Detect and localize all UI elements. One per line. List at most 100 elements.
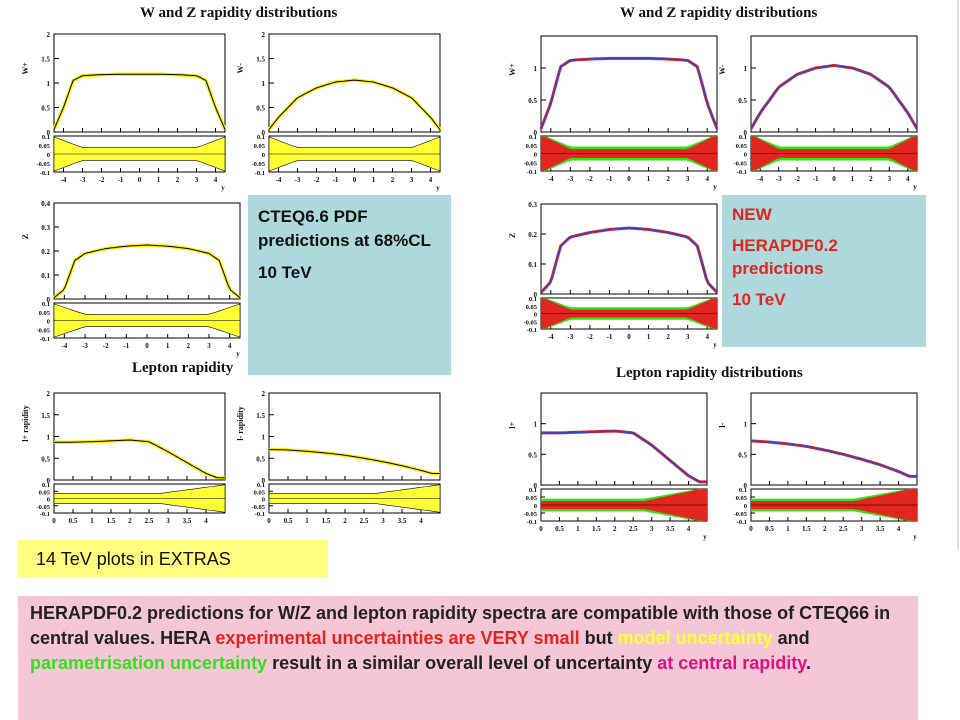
x-tick-label: 0.5	[765, 525, 774, 533]
y-tick-label: 1	[534, 65, 538, 73]
y-tick-label: 0.5	[738, 451, 747, 459]
x-axis-label: y	[913, 183, 917, 191]
central-curve-band	[268, 447, 440, 476]
cteq-lplus-chart: 00.511.520.10.050-0.05-0.10 0.5 1 1.5 2 2.5 3 3…	[21, 390, 226, 525]
x-tick-label: -2	[587, 175, 593, 183]
x-tick-label: 2.5	[629, 525, 638, 533]
hera-info-box: NEW HERAPDF0.2 predictions 10 TeV	[722, 195, 926, 347]
x-tick-label: 4	[897, 525, 901, 533]
x-tick-label: 2	[343, 517, 347, 525]
central-curve-band	[52, 243, 242, 300]
y-tick-label: 0.5	[528, 451, 537, 459]
y-tick-label: 1	[47, 80, 51, 88]
right-wz-title: W and Z rapidity distributions	[620, 5, 818, 21]
ratio-tick-label: 0	[47, 497, 50, 504]
main-frame	[750, 392, 918, 486]
x-tick-label: 3.5	[183, 517, 192, 525]
y-axis-label: l-	[718, 422, 727, 427]
y-tick-label: 0.1	[41, 272, 50, 280]
x-tick-label: -3	[776, 175, 782, 183]
x-tick-label: 1	[786, 525, 790, 533]
y-tick-label: 0.4	[41, 200, 50, 208]
x-tick-label: 4	[429, 176, 433, 184]
x-axis-label: y	[713, 341, 717, 349]
ratio-tick-label: -0.1	[527, 327, 537, 334]
ratio-tick-label: 0	[744, 503, 747, 510]
ratio-tick-label: 0.1	[42, 134, 50, 141]
ratio-tick-label: -0.05	[733, 511, 747, 518]
ratio-tick-label: 0.1	[529, 296, 537, 303]
y-tick-label: 2	[262, 31, 266, 39]
x-tick-label: 3	[686, 175, 690, 183]
cteq-box-line1: CTEQ6.6 PDF predictions at 68%CL	[258, 207, 431, 250]
x-tick-label: 1	[851, 175, 855, 183]
ratio-tick-label: 0.05	[39, 310, 51, 317]
ratio-tick-label: 0.1	[42, 482, 50, 489]
hera-lplus-chart: 00.510.10.050-0.05-0.10 0.5 1 1.5 2 2.5 3 3.5 4y…	[508, 392, 708, 541]
hera-box-line2: HERAPDF0.2 predictions	[732, 236, 838, 278]
x-tick-label: -2	[587, 333, 593, 341]
ratio-tick-label: -0.05	[251, 504, 265, 511]
y-tick-label: 1	[534, 421, 538, 429]
x-tick-label: 4	[228, 342, 232, 350]
x-tick-label: 3	[207, 342, 211, 350]
conclusion-param-uncertainty: parametrisation uncertainty	[30, 653, 268, 673]
main-frame	[53, 202, 241, 300]
y-axis-label: W+	[21, 62, 30, 75]
x-tick-label: 1.5	[322, 517, 331, 525]
main-frame	[540, 203, 718, 295]
y-tick-label: 0.5	[41, 455, 50, 463]
x-tick-label: 2.5	[145, 517, 154, 525]
x-tick-label: 0	[627, 175, 631, 183]
x-axis-label: y	[236, 350, 240, 358]
x-tick-label: -1	[813, 175, 819, 183]
x-tick-label: 0.5	[284, 517, 293, 525]
ratio-tick-label: -0.1	[737, 519, 747, 526]
ratio-tick-label: 0.1	[529, 487, 537, 494]
ratio-tick-label: 0.1	[42, 301, 50, 308]
conclusion-part7: result in a similar overall level of unc…	[267, 653, 658, 673]
x-tick-label: -2	[103, 342, 109, 350]
y-tick-label: 1.5	[256, 412, 265, 420]
x-tick-label: -1	[123, 342, 129, 350]
y-tick-label: 0	[262, 129, 266, 137]
x-tick-label: 2.5	[360, 517, 369, 525]
ratio-tick-label: -0.05	[733, 160, 747, 167]
y-axis-label: W-	[236, 63, 245, 74]
x-tick-label: -4	[276, 176, 282, 184]
ratio-tick-label: -0.1	[40, 336, 50, 343]
x-tick-label: 0	[52, 517, 56, 525]
central-curve	[53, 73, 226, 130]
ratio-tick-label: -0.1	[255, 170, 265, 177]
central-curve-band	[750, 439, 917, 478]
central-curve	[54, 439, 225, 479]
ratio-tick-label: 0	[47, 152, 50, 159]
ratio-tick-label: 0	[534, 312, 537, 319]
y-tick-label: 1.5	[41, 56, 50, 64]
ratio-tick-label: -0.05	[523, 511, 537, 518]
hera-box-line3: 10 TeV	[732, 290, 786, 309]
x-tick-label: 0	[145, 342, 149, 350]
x-tick-label: 2	[176, 176, 180, 184]
ratio-tick-label: 0.05	[39, 489, 51, 496]
ratio-tick-label: -0.1	[40, 511, 50, 518]
ratio-tick-label: 0.05	[254, 489, 266, 496]
y-tick-label: 0	[47, 129, 51, 137]
x-tick-label: -4	[61, 342, 67, 350]
y-tick-label: 0.5	[738, 97, 747, 105]
ratio-tick-label: -0.1	[737, 169, 747, 176]
x-tick-label: 2.5	[839, 525, 848, 533]
central-curve	[53, 244, 241, 299]
y-tick-label: 0.5	[256, 455, 265, 463]
ratio-tick-label: 0	[744, 152, 747, 159]
hera-wplus-chart: 00.510.10.050-0.05-0.1-4 -3 -2 -1 0 1 2 3 4yW+	[508, 35, 719, 191]
main-frame	[750, 35, 918, 133]
x-tick-label: -4	[548, 333, 554, 341]
central-curve-band	[52, 72, 227, 131]
x-tick-label: 4	[214, 176, 218, 184]
x-tick-label: 2	[869, 175, 873, 183]
x-tick-label: -3	[567, 333, 573, 341]
x-tick-label: 2	[613, 525, 617, 533]
x-tick-label: 2	[391, 176, 395, 184]
x-tick-label: 3	[381, 517, 385, 525]
